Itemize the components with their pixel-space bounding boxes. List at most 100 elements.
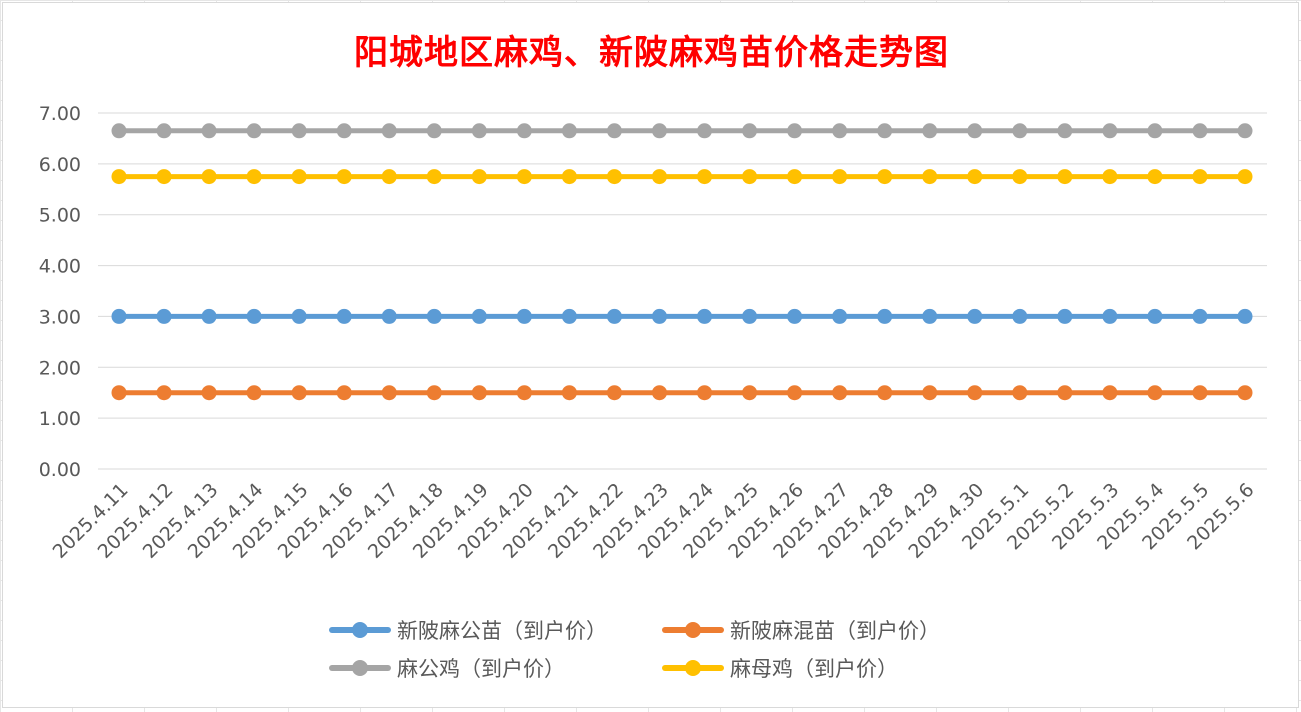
data-point bbox=[832, 123, 848, 139]
data-point bbox=[1237, 123, 1253, 139]
data-point bbox=[426, 308, 442, 324]
data-point bbox=[111, 123, 127, 139]
data-point bbox=[606, 385, 622, 401]
data-point bbox=[1057, 169, 1073, 185]
data-point bbox=[201, 308, 217, 324]
legend-label: 麻母鸡（到户价） bbox=[730, 657, 898, 681]
data-point bbox=[1192, 385, 1208, 401]
y-tick-label: 6.00 bbox=[39, 154, 81, 176]
legend-label: 新陂麻混苗（到户价） bbox=[730, 619, 940, 643]
data-point bbox=[471, 308, 487, 324]
data-point bbox=[246, 123, 262, 139]
data-point bbox=[111, 385, 127, 401]
data-point bbox=[1192, 123, 1208, 139]
data-point bbox=[877, 385, 893, 401]
data-point bbox=[922, 308, 938, 324]
data-point bbox=[651, 385, 667, 401]
series-0[interactable] bbox=[111, 308, 1253, 324]
data-point bbox=[1057, 308, 1073, 324]
legend-label: 麻公鸡（到户价） bbox=[397, 657, 565, 681]
data-point bbox=[922, 123, 938, 139]
data-point bbox=[561, 308, 577, 324]
data-point bbox=[787, 169, 803, 185]
data-point bbox=[426, 123, 442, 139]
data-point bbox=[606, 123, 622, 139]
data-point bbox=[516, 123, 532, 139]
data-point bbox=[1102, 385, 1118, 401]
data-point bbox=[471, 169, 487, 185]
data-point bbox=[697, 385, 713, 401]
data-point bbox=[1057, 123, 1073, 139]
data-point bbox=[1057, 385, 1073, 401]
data-point bbox=[787, 385, 803, 401]
plot-area: 0.001.002.003.004.005.006.007.00 2025.4.… bbox=[39, 103, 1267, 563]
data-point bbox=[1147, 308, 1163, 324]
legend-item-xinpi-mixed-chick[interactable]: 新陂麻混苗（到户价） bbox=[662, 615, 940, 645]
data-point bbox=[471, 385, 487, 401]
data-point bbox=[787, 308, 803, 324]
data-point bbox=[742, 123, 758, 139]
data-point bbox=[832, 308, 848, 324]
data-point bbox=[201, 385, 217, 401]
data-point bbox=[877, 308, 893, 324]
data-point bbox=[606, 169, 622, 185]
data-point bbox=[516, 169, 532, 185]
data-point bbox=[426, 385, 442, 401]
legend-swatch-dot bbox=[352, 622, 368, 638]
data-point bbox=[111, 308, 127, 324]
data-point bbox=[1237, 308, 1253, 324]
y-tick-label: 5.00 bbox=[39, 205, 81, 227]
legend-swatch-dot bbox=[352, 660, 368, 676]
data-point bbox=[336, 385, 352, 401]
data-point bbox=[336, 308, 352, 324]
data-point bbox=[381, 385, 397, 401]
legend-swatch-line-icon bbox=[662, 615, 724, 645]
y-tick-label: 3.00 bbox=[39, 306, 81, 328]
legend-swatch-line-icon bbox=[662, 653, 724, 683]
data-point bbox=[201, 169, 217, 185]
y-tick-label: 7.00 bbox=[39, 103, 81, 125]
data-point bbox=[111, 169, 127, 185]
legend-item-hen[interactable]: 麻母鸡（到户价） bbox=[662, 653, 898, 683]
data-point bbox=[1102, 123, 1118, 139]
data-point bbox=[1147, 123, 1163, 139]
data-point bbox=[922, 385, 938, 401]
legend-swatch-line-icon bbox=[329, 615, 391, 645]
data-point bbox=[697, 123, 713, 139]
data-point bbox=[697, 308, 713, 324]
data-point bbox=[1237, 169, 1253, 185]
legend-item-rooster[interactable]: 麻公鸡（到户价） bbox=[329, 653, 565, 683]
data-point bbox=[291, 308, 307, 324]
data-point bbox=[471, 123, 487, 139]
data-point bbox=[246, 308, 262, 324]
series-2[interactable] bbox=[111, 123, 1253, 139]
data-point bbox=[561, 385, 577, 401]
data-point bbox=[1012, 308, 1028, 324]
y-tick-label: 1.00 bbox=[39, 408, 81, 430]
data-point bbox=[742, 169, 758, 185]
data-point bbox=[516, 385, 532, 401]
data-point bbox=[561, 123, 577, 139]
y-tick-label: 2.00 bbox=[39, 357, 81, 379]
y-tick-label: 0.00 bbox=[39, 459, 81, 481]
data-point bbox=[967, 308, 983, 324]
y-tick-label: 4.00 bbox=[39, 256, 81, 278]
legend-label: 新陂麻公苗（到户价） bbox=[397, 619, 607, 643]
legend-item-xinpi-male-chick[interactable]: 新陂麻公苗（到户价） bbox=[329, 615, 607, 645]
data-point bbox=[606, 308, 622, 324]
data-point bbox=[156, 123, 172, 139]
data-point bbox=[156, 385, 172, 401]
data-point bbox=[291, 385, 307, 401]
data-point bbox=[1102, 308, 1118, 324]
data-point bbox=[1012, 123, 1028, 139]
data-point bbox=[967, 123, 983, 139]
series-1[interactable] bbox=[111, 385, 1253, 401]
data-point bbox=[291, 169, 307, 185]
data-point bbox=[246, 169, 262, 185]
data-point bbox=[877, 169, 893, 185]
data-point bbox=[697, 169, 713, 185]
data-point bbox=[201, 123, 217, 139]
series-3[interactable] bbox=[111, 169, 1253, 185]
data-point bbox=[967, 385, 983, 401]
